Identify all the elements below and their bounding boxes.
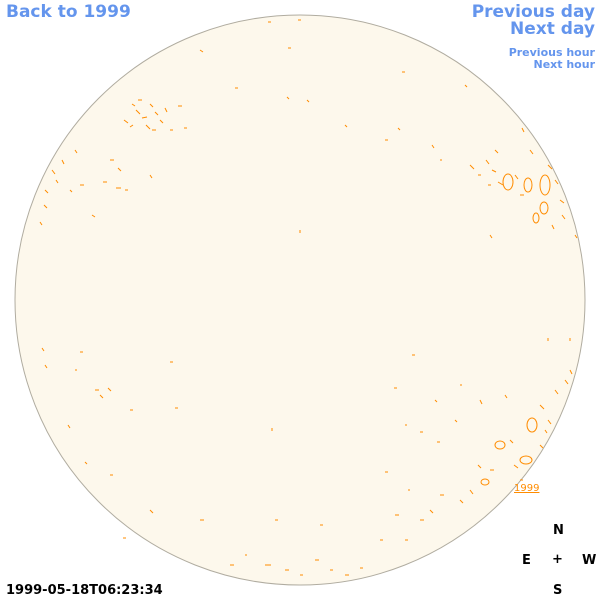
contour-cluster-lower-left	[41, 347, 178, 476]
next-day-link[interactable]: Next day	[510, 19, 595, 39]
contour-cluster-bottom	[149, 509, 408, 576]
back-to-year-link[interactable]: Back to 1999	[6, 2, 131, 22]
compass-east-label: E	[522, 553, 531, 568]
contour-cluster-lower-right	[420, 369, 573, 521]
compass-center-icon: +	[552, 552, 563, 567]
contour-cluster-left	[39, 149, 128, 226]
contour-features	[39, 19, 578, 576]
year-marker-link[interactable]: 1999	[514, 483, 540, 494]
observation-timestamp: 1999-05-18T06:23:34	[6, 583, 163, 598]
next-hour-link[interactable]: Next hour	[533, 58, 596, 71]
previous-day-link[interactable]: Previous day	[471, 2, 595, 22]
previous-hour-link[interactable]: Previous hour	[508, 46, 595, 59]
contour-cluster-upper-left	[123, 99, 187, 131]
compass-west-label: W	[582, 553, 597, 568]
contour-speckles	[123, 19, 578, 539]
solar-disk	[14, 14, 586, 586]
compass-north-label: N	[553, 523, 564, 538]
compass-south-label: S	[553, 583, 563, 598]
contour-cluster-upper-right	[469, 127, 566, 230]
